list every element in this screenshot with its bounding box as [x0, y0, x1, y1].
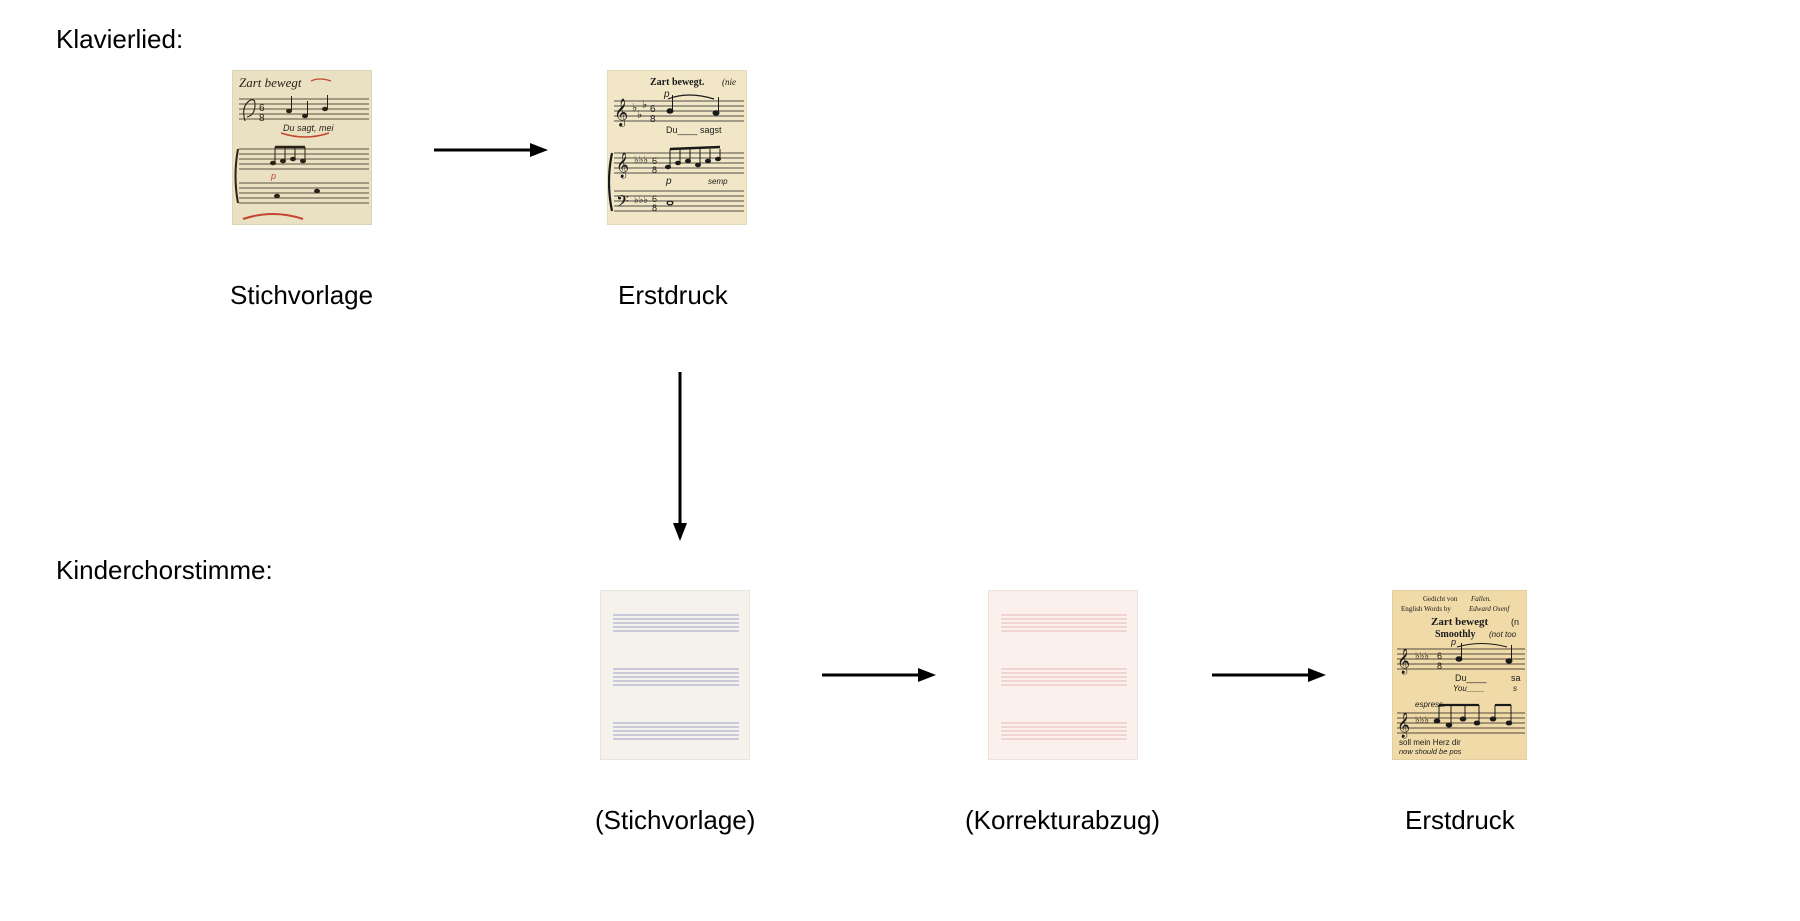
svg-text:now should be pos: now should be pos	[1399, 747, 1462, 756]
svg-text:soll mein Herz dir: soll mein Herz dir	[1399, 738, 1461, 747]
svg-text:Edward Oxenf: Edward Oxenf	[1468, 605, 1510, 613]
svg-text:♭♭♭: ♭♭♭	[1415, 651, 1429, 662]
svg-text:𝄞: 𝄞	[616, 152, 629, 178]
svg-text:s: s	[1513, 684, 1517, 693]
svg-text:Du sagt, mei: Du sagt, mei	[283, 123, 335, 133]
svg-text:English Words by: English Words by	[1401, 605, 1451, 613]
thumbnail-kc-erstdruck: Gedicht von Fallen. English Words by Edw…	[1392, 590, 1527, 760]
svg-text:8: 8	[652, 165, 657, 175]
arrow-kl-erst-to-kc-stich	[670, 370, 690, 545]
node-label-kl-erstdruck: Erstdruck	[618, 280, 728, 311]
svg-text:Zart bewegt: Zart bewegt	[1431, 616, 1488, 628]
svg-text:8: 8	[652, 203, 657, 213]
node-label-kc-erstdruck: Erstdruck	[1405, 805, 1515, 836]
arrow-kc-stich-to-korr	[820, 665, 940, 685]
svg-text:𝄢: 𝄢	[616, 193, 629, 215]
label-text: Kinderchorstimme:	[56, 555, 273, 585]
svg-text:p: p	[1450, 637, 1456, 647]
print2-svg: Gedicht von Fallen. English Words by Edw…	[1393, 591, 1528, 761]
node-label-kc-stichvorlage: (Stichvorlage)	[595, 805, 755, 836]
section-label-klavierlied: Klavierlied:	[56, 24, 183, 55]
print-svg: Zart bewegt. (nie p 𝄞 ♭ ♭ ♭ 6 8 Du____ s…	[608, 71, 747, 225]
svg-text:Du____ sagst: Du____ sagst	[666, 125, 722, 135]
svg-text:You____: You____	[1453, 684, 1485, 693]
svg-text:p: p	[270, 171, 276, 181]
svg-text:𝄞: 𝄞	[614, 99, 628, 127]
svg-text:♭♭♭: ♭♭♭	[634, 195, 648, 206]
svg-text:8: 8	[1437, 661, 1442, 671]
svg-text:semp: semp	[708, 177, 728, 186]
svg-text:Fallen.: Fallen.	[1470, 595, 1491, 603]
thumbnail-kl-stichvorlage: Zart bewegt 6 8 Du sagt, mei	[232, 70, 372, 225]
arrow-kl-stich-to-erst	[432, 140, 552, 160]
svg-text:(nie: (nie	[722, 77, 736, 87]
svg-text:♭♭♭: ♭♭♭	[634, 155, 648, 166]
node-label-kc-korrekturabzug: (Korrekturabzug)	[965, 805, 1160, 836]
label-text: Stichvorlage	[230, 280, 373, 310]
svg-text:Du____: Du____	[1455, 673, 1488, 683]
svg-text:sa: sa	[1511, 673, 1521, 683]
blank-staff-svg	[989, 591, 1139, 761]
svg-text:(n: (n	[1511, 617, 1519, 627]
manuscript-svg: Zart bewegt 6 8 Du sagt, mei	[233, 71, 372, 225]
svg-text:6: 6	[1437, 651, 1442, 661]
label-text: Erstdruck	[618, 280, 728, 310]
label-text: Klavierlied:	[56, 24, 183, 54]
label-text: Erstdruck	[1405, 805, 1515, 835]
svg-text:p: p	[665, 176, 672, 187]
svg-text:𝄞: 𝄞	[1397, 648, 1410, 674]
node-label-kl-stichvorlage: Stichvorlage	[230, 280, 373, 311]
svg-text:8: 8	[650, 114, 656, 125]
label-text: (Korrekturabzug)	[965, 805, 1160, 835]
svg-text:(not too: (not too	[1489, 630, 1517, 639]
blank-staff-svg	[601, 591, 751, 761]
svg-text:♭♭♭: ♭♭♭	[1415, 715, 1429, 726]
thumbnail-kc-stichvorlage	[600, 590, 750, 760]
arrow-kc-korr-to-erst	[1210, 665, 1330, 685]
svg-text:♭: ♭	[642, 99, 647, 111]
svg-text:Gedicht von: Gedicht von	[1423, 595, 1458, 603]
section-label-kinderchorstimme: Kinderchorstimme:	[56, 555, 273, 586]
svg-text:𝄞: 𝄞	[1397, 712, 1410, 738]
svg-text:Zart bewegt: Zart bewegt	[239, 75, 302, 90]
label-text: (Stichvorlage)	[595, 805, 755, 835]
thumbnail-kc-korrekturabzug	[988, 590, 1138, 760]
thumbnail-kl-erstdruck: Zart bewegt. (nie p 𝄞 ♭ ♭ ♭ 6 8 Du____ s…	[607, 70, 747, 225]
svg-text:Zart bewegt.: Zart bewegt.	[650, 77, 705, 88]
svg-text:8: 8	[259, 113, 265, 124]
